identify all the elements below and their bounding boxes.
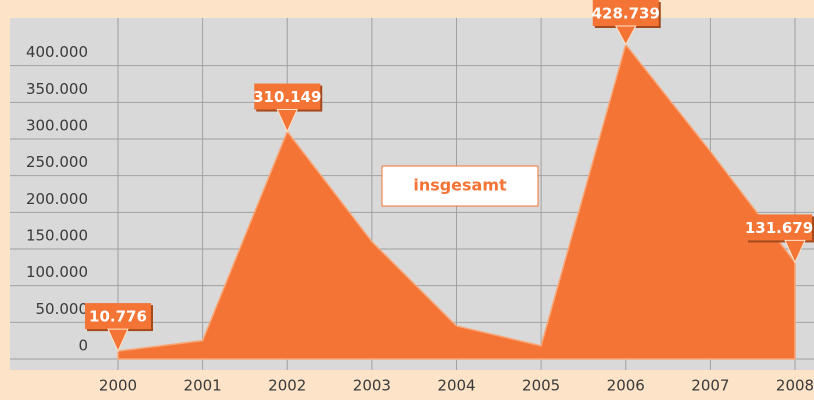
y-tick-label: 300.000 (26, 117, 88, 135)
x-tick-label: 2008 (776, 377, 814, 395)
callout-pointer (614, 25, 637, 46)
y-tick-label: 100.000 (26, 263, 88, 281)
y-tick-label: 400.000 (26, 43, 88, 61)
x-tick-label: 2002 (268, 377, 306, 395)
x-tick-label: 2004 (437, 377, 475, 395)
y-tick-label: 0 (78, 337, 88, 355)
x-tick-label: 2001 (184, 377, 222, 395)
callout-pointer (107, 328, 129, 353)
y-tick-label: 200.000 (26, 190, 88, 208)
y-tick-label: 350.000 (26, 80, 88, 98)
area (117, 42, 796, 360)
y-tick-label: 150.000 (26, 227, 88, 245)
y-tick-label: 50.000 (36, 300, 89, 318)
data-label: 310.149 (253, 88, 321, 106)
callout-box (592, 0, 659, 26)
data-label: 131.679 (745, 219, 813, 237)
callout-box (254, 83, 321, 110)
x-tick-label: 2003 (353, 377, 391, 395)
x-tick-label: 2007 (691, 377, 729, 395)
callout-pointer (784, 239, 806, 264)
callout-box (85, 303, 151, 330)
data-label: 428.739 (592, 5, 660, 23)
x-tick-label: 2006 (607, 377, 645, 395)
legend-label: insgesamt (413, 176, 507, 195)
data-label: 10.776 (89, 308, 147, 326)
legend-box (381, 165, 539, 207)
x-tick-label: 2005 (522, 377, 560, 395)
callout-box (746, 214, 812, 241)
callout-pointer (276, 109, 299, 133)
y-tick-label: 250.000 (26, 153, 88, 171)
x-tick-label: 2000 (99, 377, 137, 395)
